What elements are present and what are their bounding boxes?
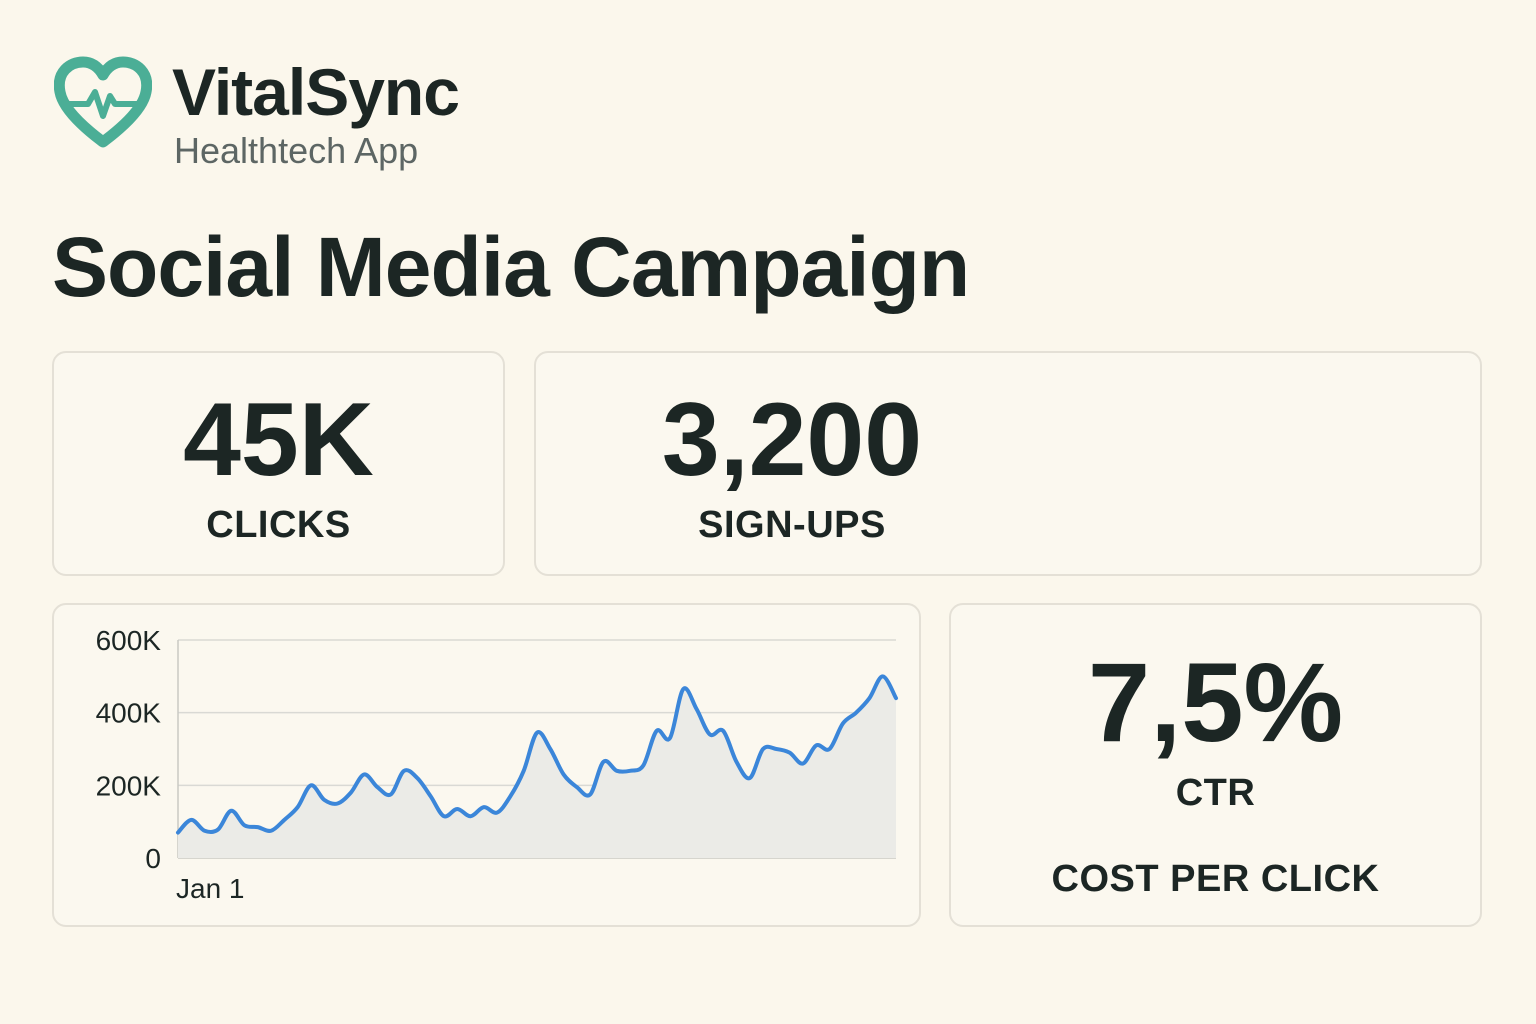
y-tick-label: 200K [96, 770, 162, 801]
chart-card: 0 200K 400K 600K Jan 1 [52, 603, 921, 927]
ctr-value: 7,5% [1087, 640, 1344, 765]
signups-label: SIGN-UPS [698, 504, 886, 546]
signups-value: 3,200 [661, 382, 923, 498]
ctr-label: CTR [1175, 772, 1256, 814]
clicks-card: 45K CLICKS [52, 351, 505, 576]
area-fill [178, 676, 896, 858]
cost-per-click-label: COST PER CLICK [1051, 858, 1380, 900]
page-title: Social Media Campaign [52, 220, 970, 314]
y-tick-label: 600K [96, 625, 162, 656]
clicks-value: 45K [183, 382, 374, 498]
brand-name: VitalSync [172, 55, 460, 129]
signups-card: 3,200 SIGN-UPS [534, 351, 1482, 576]
series-line [176, 674, 898, 835]
y-tick-label: 0 [145, 843, 161, 874]
brand-subtitle: Healthtech App [174, 130, 419, 171]
x-tick-label: Jan 1 [176, 873, 245, 904]
clicks-label: CLICKS [206, 504, 351, 546]
heart-pulse-icon [54, 56, 152, 148]
area-chart: 0 200K 400K 600K Jan 1 [96, 625, 898, 904]
ctr-card: 7,5% CTR COST PER CLICK [949, 603, 1482, 927]
y-tick-label: 400K [96, 698, 162, 729]
brand-header: VitalSync Healthtech App [54, 52, 574, 182]
